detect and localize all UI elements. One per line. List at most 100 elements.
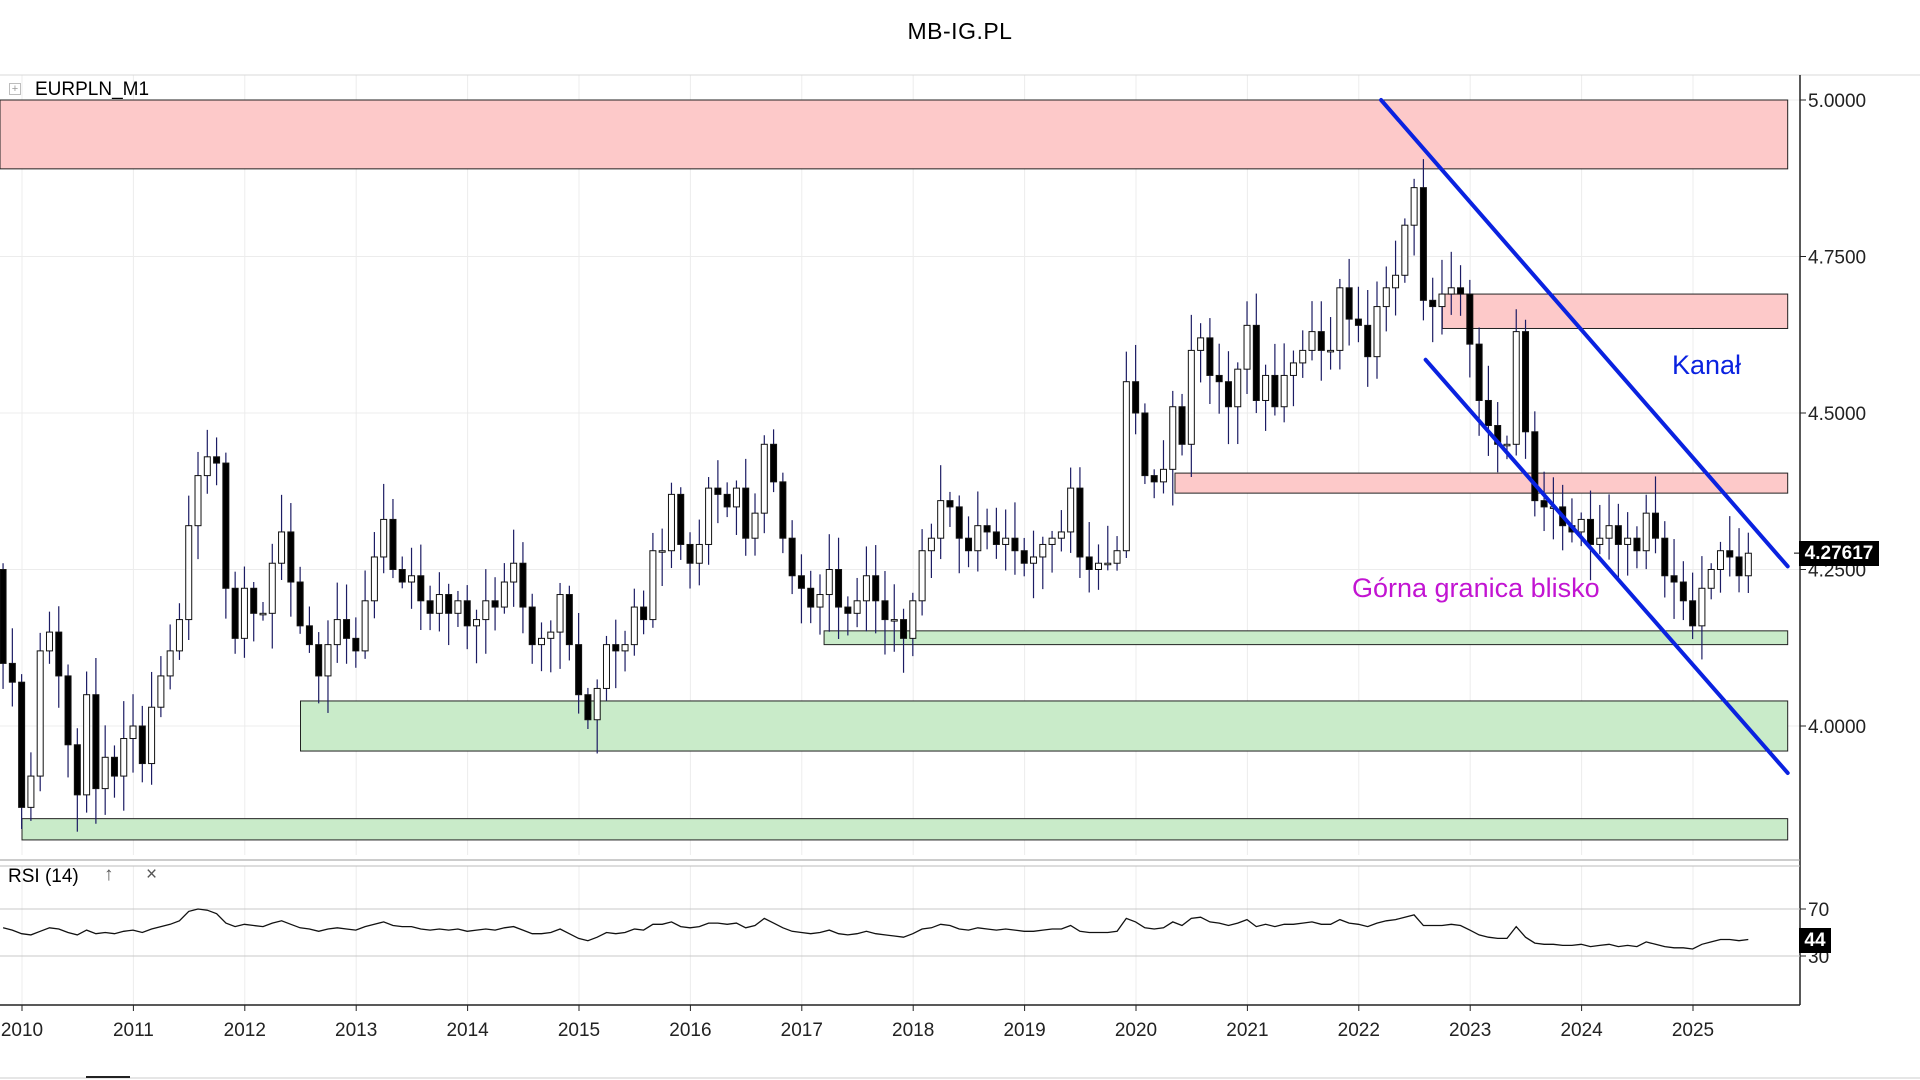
candle-down xyxy=(55,631,63,677)
candle-up xyxy=(83,694,91,796)
candle-down xyxy=(612,644,620,652)
candle-down xyxy=(92,694,100,790)
candle-up xyxy=(1048,537,1056,545)
candle-down xyxy=(296,581,304,627)
candle-down xyxy=(1020,550,1028,564)
candle-down xyxy=(445,594,453,614)
candle-up xyxy=(1113,550,1121,564)
candle-up xyxy=(157,675,165,708)
y-tick-label: 4.7500 xyxy=(1808,248,1866,269)
rsi-tick-label: 70 xyxy=(1808,900,1829,921)
candle-down xyxy=(463,600,471,627)
candle-up xyxy=(101,756,109,790)
trend-channel xyxy=(1379,98,1790,775)
candle-down xyxy=(835,569,843,608)
candle-up xyxy=(556,594,564,633)
candle-down xyxy=(797,575,805,589)
candle-down xyxy=(426,600,434,614)
candle-down xyxy=(213,456,221,464)
candle-down xyxy=(965,537,973,552)
candle-down xyxy=(992,531,1000,545)
candle-down xyxy=(18,681,26,808)
candle-up xyxy=(1122,381,1130,552)
candle-down xyxy=(807,587,815,608)
candle-up xyxy=(324,644,332,677)
candle-down xyxy=(714,487,722,495)
candle-down xyxy=(231,587,239,639)
candle-down xyxy=(138,725,146,765)
candle-down xyxy=(779,481,787,539)
candle-up xyxy=(120,738,128,777)
x-tick-label: 2015 xyxy=(558,1020,600,1041)
candle-up xyxy=(890,619,898,622)
candle-up xyxy=(1512,331,1520,445)
x-tick-label: 2016 xyxy=(669,1020,711,1041)
x-tick-label: 2013 xyxy=(335,1020,377,1041)
x-tick-label: 2019 xyxy=(1003,1020,1045,1041)
candle-up xyxy=(1438,293,1446,308)
candle-up xyxy=(268,562,276,614)
candle-up xyxy=(593,687,601,721)
candle-up xyxy=(621,644,629,652)
candle-down xyxy=(1689,600,1697,627)
candle-down xyxy=(519,562,527,608)
candle-up xyxy=(1447,287,1455,295)
candle-down xyxy=(222,462,230,589)
current-rsi-tag: 44 xyxy=(1799,928,1831,953)
candle-up xyxy=(1698,587,1706,627)
candle-down xyxy=(872,575,880,602)
candles xyxy=(0,159,1752,832)
candle-up xyxy=(1503,443,1511,447)
candle-up xyxy=(816,594,824,608)
time-axis: 2010 2011 2012 2013 2014 2015 2016 2017 2018 2019… xyxy=(1,1005,1714,1041)
scroll-indicator[interactable] xyxy=(86,1076,130,1078)
candle-down xyxy=(1215,374,1223,383)
x-tick-label: 2010 xyxy=(1,1020,43,1041)
candle-up xyxy=(1187,349,1195,445)
candle-down xyxy=(1317,331,1325,351)
candle-up xyxy=(705,487,713,545)
candle-up xyxy=(537,637,545,646)
candle-up xyxy=(1243,324,1251,370)
candle-up xyxy=(909,600,917,639)
candle-down xyxy=(1531,431,1539,502)
rsi-close-icon[interactable]: × xyxy=(146,864,158,885)
candle-up xyxy=(630,606,638,646)
candle-down xyxy=(1206,337,1214,376)
page-title: MB-IG.PL xyxy=(907,18,1013,44)
candle-up xyxy=(602,644,610,689)
candle-up xyxy=(175,619,183,652)
candle-down xyxy=(1679,581,1687,602)
rsi-move-up-icon[interactable]: ↑ xyxy=(104,864,114,885)
expand-toggle-icon[interactable]: + xyxy=(9,83,21,95)
candle-up xyxy=(1401,224,1409,276)
candle-up xyxy=(974,525,982,552)
candle-up xyxy=(1094,562,1102,570)
candle-down xyxy=(1364,324,1372,358)
support-zone xyxy=(300,700,1789,752)
upper-bound-label: Górna granica blisko xyxy=(1352,573,1600,603)
candle-up xyxy=(333,619,341,646)
candle-down xyxy=(946,500,954,508)
candle-up xyxy=(1624,537,1632,545)
candle-up xyxy=(1744,552,1752,577)
candle-down xyxy=(1224,381,1232,408)
x-tick-label: 2020 xyxy=(1115,1020,1157,1041)
candle-down xyxy=(677,493,685,545)
x-tick-label: 2023 xyxy=(1449,1020,1491,1041)
candle-down xyxy=(1614,525,1622,545)
candle-up xyxy=(454,600,462,614)
candle-down xyxy=(64,675,72,746)
candle-up xyxy=(1169,406,1177,470)
candle-down xyxy=(640,606,648,621)
candle-up xyxy=(1234,368,1242,408)
candle-up xyxy=(482,600,490,621)
candle-up xyxy=(203,456,211,477)
candle-up xyxy=(732,487,740,508)
candle-down xyxy=(1661,537,1669,577)
y-tick-label: 4.0000 xyxy=(1808,717,1866,738)
candle-down xyxy=(1141,412,1149,477)
candle-down xyxy=(73,744,81,796)
